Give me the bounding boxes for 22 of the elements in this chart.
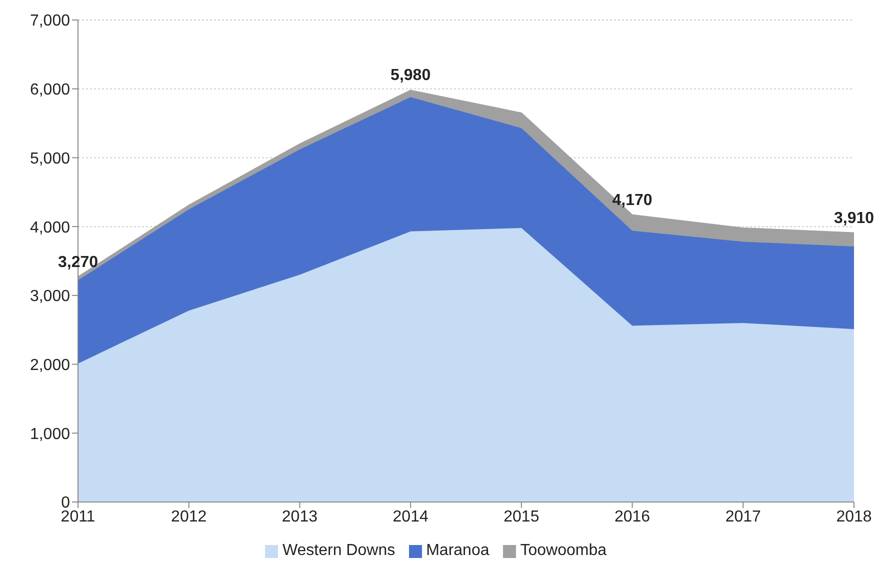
- legend-label: Maranoa: [426, 542, 490, 560]
- total-label: 3,910: [834, 210, 874, 227]
- total-label: 3,270: [58, 254, 98, 271]
- x-tick-label: 2016: [614, 508, 650, 526]
- y-tick-label: 1,000: [30, 426, 70, 443]
- x-tick-label: 2012: [171, 508, 207, 526]
- y-tick-label: 3,000: [30, 288, 70, 306]
- y-tick-label: 6,000: [30, 82, 70, 99]
- legend-label: Western Downs: [282, 542, 396, 560]
- x-tick-label: 2015: [504, 508, 540, 526]
- x-tick-label: 2011: [60, 508, 96, 526]
- x-tick-label: 2013: [282, 508, 318, 526]
- x-tick-label: 2014: [392, 508, 428, 526]
- total-label: 4,170: [612, 192, 652, 209]
- y-tick-label: 7,000: [30, 12, 70, 30]
- y-tick-label: 2,000: [30, 356, 70, 374]
- x-tick-label: 2018: [836, 508, 872, 526]
- total-label: 5,980: [390, 67, 431, 84]
- y-tick-label: 4,000: [30, 219, 70, 236]
- legend-label: Toowoomba: [520, 542, 607, 560]
- x-tick-label: 2017: [725, 508, 762, 526]
- y-tick-label: 5,000: [30, 150, 70, 168]
